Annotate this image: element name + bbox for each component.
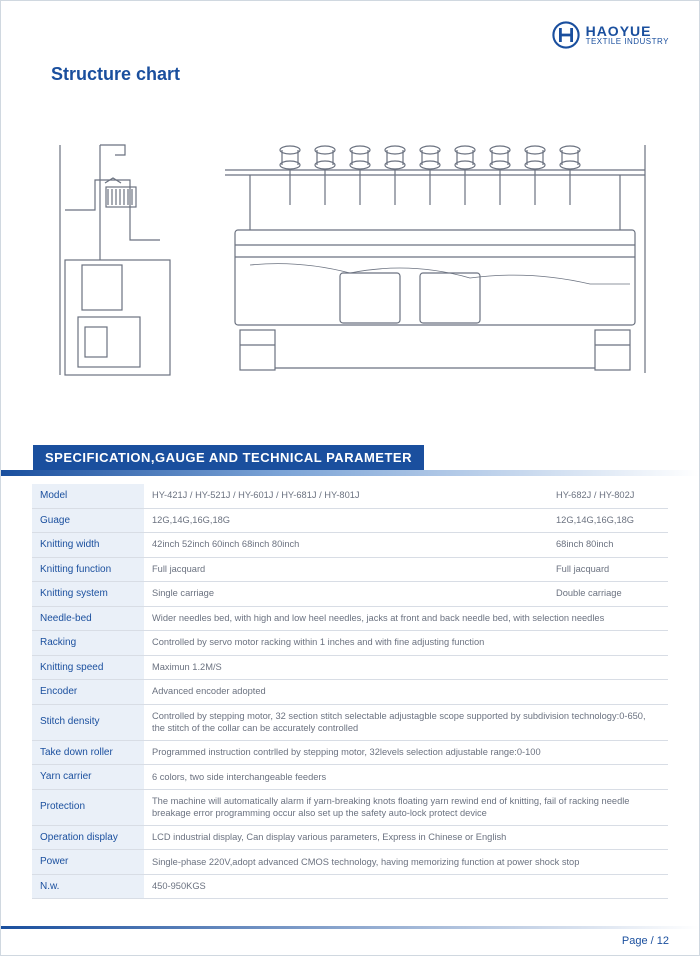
page-title: Structure chart <box>1 49 699 95</box>
spec-label: Operation display <box>32 825 144 850</box>
spec-value: 6 colors, two side interchangeable feede… <box>144 765 668 790</box>
spec-label: Knitting speed <box>32 655 144 680</box>
spec-label: Knitting function <box>32 557 144 582</box>
spec-row: Guage12G,14G,16G,18G12G,14G,16G,18G <box>32 508 668 533</box>
spec-value-2: 12G,14G,16G,18G <box>548 508 668 533</box>
spec-row: Take down rollerProgrammed instruction c… <box>32 740 668 765</box>
page-label: Page / <box>622 935 654 947</box>
brand-name: HAOYUE <box>586 24 669 38</box>
footer: Page / 12 <box>1 926 699 955</box>
spec-value-2: Double carriage <box>548 582 668 607</box>
gradient-bar <box>1 470 699 476</box>
spec-value-2: 68inch 80inch <box>548 533 668 558</box>
page-num: 12 <box>657 935 669 947</box>
spec-value: Advanced encoder adopted <box>144 680 668 705</box>
spec-row: Knitting width42inch 52inch 60inch 68inc… <box>32 533 668 558</box>
spec-row: Stitch densityControlled by stepping mot… <box>32 704 668 740</box>
logo-icon <box>552 21 580 49</box>
spec-label: Knitting width <box>32 533 144 558</box>
spec-row: PowerSingle-phase 220V,adopt advanced CM… <box>32 850 668 875</box>
brand-logo: HAOYUE TEXTILE INDUSTRY <box>552 21 669 49</box>
spec-label: Power <box>32 850 144 875</box>
brand-subline: TEXTILE INDUSTRY <box>586 38 669 46</box>
spec-value-2: HY-682J / HY-802J <box>548 484 668 508</box>
spec-value: Maximun 1.2M/S <box>144 655 668 680</box>
spec-row: Knitting speedMaximun 1.2M/S <box>32 655 668 680</box>
spec-label: Yarn carrier <box>32 765 144 790</box>
spec-value: Single-phase 220V,adopt advanced CMOS te… <box>144 850 668 875</box>
spec-label: N.w. <box>32 874 144 899</box>
section-header: SPECIFICATION,GAUGE AND TECHNICAL PARAME… <box>1 445 699 476</box>
spec-row: EncoderAdvanced encoder adopted <box>32 680 668 705</box>
spec-value: LCD industrial display, Can display vari… <box>144 825 668 850</box>
header: HAOYUE TEXTILE INDUSTRY <box>1 1 699 49</box>
spec-value: Programmed instruction contrlled by step… <box>144 740 668 765</box>
spec-row: RackingControlled by servo motor racking… <box>32 631 668 656</box>
spec-row: Knitting systemSingle carriageDouble car… <box>32 582 668 607</box>
spec-value-2: Full jacquard <box>548 557 668 582</box>
spec-value: 42inch 52inch 60inch 68inch 80inch <box>144 533 548 558</box>
spec-value: 12G,14G,16G,18G <box>144 508 548 533</box>
spec-label: Racking <box>32 631 144 656</box>
spec-value: Controlled by servo motor racking within… <box>144 631 668 656</box>
spec-table: ModelHY-421J / HY-521J / HY-601J / HY-68… <box>32 484 668 899</box>
spec-label: Encoder <box>32 680 144 705</box>
spec-row: ProtectionThe machine will automatically… <box>32 789 668 825</box>
spec-label: Knitting system <box>32 582 144 607</box>
spec-label: Model <box>32 484 144 508</box>
spec-label: Protection <box>32 789 144 825</box>
spec-value: Controlled by stepping motor, 32 section… <box>144 704 668 740</box>
spec-label: Take down roller <box>32 740 144 765</box>
spec-value: 450-950KGS <box>144 874 668 899</box>
spec-value: Single carriage <box>144 582 548 607</box>
spec-row: Needle-bedWider needles bed, with high a… <box>32 606 668 631</box>
spec-row: Operation displayLCD industrial display,… <box>32 825 668 850</box>
spec-row: N.w.450-950KGS <box>32 874 668 899</box>
page-number: Page / 12 <box>1 929 699 955</box>
spec-value: Wider needles bed, with high and low hee… <box>144 606 668 631</box>
spec-value: The machine will automatically alarm if … <box>144 789 668 825</box>
spec-row: Yarn carrier6 colors, two side interchan… <box>32 765 668 790</box>
structure-diagram <box>50 115 650 405</box>
spec-value: HY-421J / HY-521J / HY-601J / HY-681J / … <box>144 484 548 508</box>
spec-row: ModelHY-421J / HY-521J / HY-601J / HY-68… <box>32 484 668 508</box>
spec-row: Knitting functionFull jacquardFull jacqu… <box>32 557 668 582</box>
spec-label: Needle-bed <box>32 606 144 631</box>
spec-value: Full jacquard <box>144 557 548 582</box>
spec-label: Guage <box>32 508 144 533</box>
section-label: SPECIFICATION,GAUGE AND TECHNICAL PARAME… <box>33 445 424 470</box>
spec-label: Stitch density <box>32 704 144 740</box>
